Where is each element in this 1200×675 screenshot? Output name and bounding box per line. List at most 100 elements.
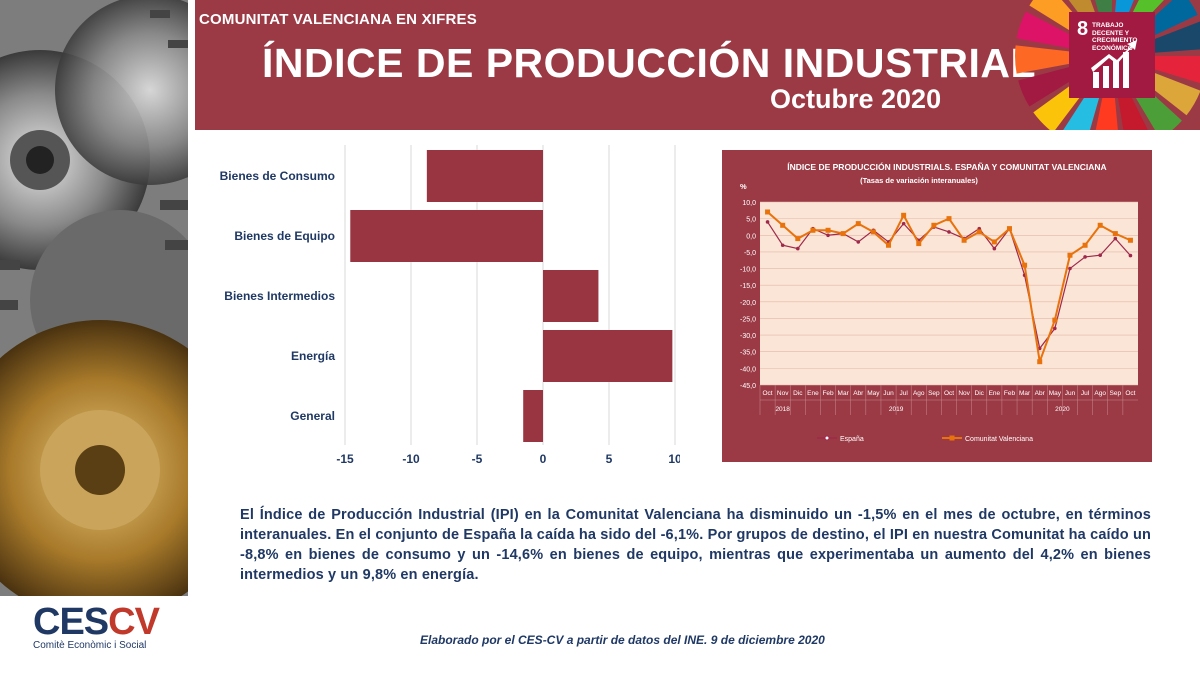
line-chart-title: ÍNDICE DE PRODUCCIÓN INDUSTRIALS. ESPAÑA… [787,161,1106,172]
growth-chart-icon [1091,40,1137,88]
line-chart-x-tick-label: May [867,390,880,397]
line-chart-point [1067,252,1073,258]
summary-text: El Índice de Producción Industrial (IPI)… [240,507,1151,583]
bar-chart-category-label: Bienes de Consumo [220,169,335,183]
line-chart-y-tick-label: 0,0 [746,233,756,240]
header-subtitle: COMUNITAT VALENCIANA EN XIFRES [199,11,477,28]
line-chart-point [1053,326,1057,331]
line-chart-x-tick-label: Jun [883,390,894,397]
line-chart-point [901,212,907,218]
bar-chart-category-label: Energía [291,349,335,363]
line-chart-legend-label: España [840,436,864,443]
sdg-wheel-segment [1148,21,1200,54]
line-chart-point [1082,242,1088,248]
line-chart-point [765,220,770,224]
line-chart-y-tick-label: -10,0 [740,267,756,274]
bar-chart-category-label: Bienes de Equipo [234,229,335,243]
line-chart-point [795,236,801,242]
line-chart-year-label: 2019 [889,406,904,413]
gears-image [0,0,188,596]
sdg-goal-8-badge [1069,12,1155,98]
bar-chart-x-tick-label: 0 [540,452,547,466]
page-title: ÍNDICE DE PRODUCCIÓN INDUSTRIAL [262,40,1037,86]
line-chart-y-tick-label: -40,0 [740,366,756,373]
line-chart-point [1112,231,1118,237]
line-chart-point [961,237,967,243]
line-chart-point [780,243,785,248]
line-chart-point [992,246,997,251]
line-chart-point [1113,236,1118,241]
line-chart-point [916,241,922,247]
line-chart-x-tick-label: Dic [975,390,985,397]
sdg-wheel-segment [1117,91,1148,130]
bar-chart-category-label: General [290,409,335,423]
line-chart-y-tick-label: -20,0 [740,300,756,307]
sdg-wheel-segment [1063,89,1101,130]
line-chart-year-label: 2018 [775,406,790,413]
line-chart-point [765,209,771,215]
line-chart-point [780,222,786,228]
line-chart-point [1022,262,1028,268]
line-chart-legend-marker [824,435,830,441]
line-chart-point [1006,226,1012,232]
line-chart-x-tick-label: Jun [1065,390,1076,397]
bar-chart-bar [543,330,673,382]
line-chart-legend-marker [949,435,955,441]
source-note: Elaborado por el CES-CV a partir de dato… [420,633,825,647]
line-chart-point [810,227,816,233]
sdg-wheel-segment [1018,66,1077,107]
bar-chart-x-tick-label: -5 [472,452,483,466]
bar-chart-bar [350,210,543,262]
bar-chart-x-tick-label: -10 [402,452,420,466]
line-chart-point [1068,266,1072,271]
line-chart-subtitle: (Tasas de variación interanuales) [860,176,978,185]
line-chart-point [870,229,876,235]
line-chart-x-tick-label: Dic [793,390,803,397]
line-chart-x-tick-label: Sep [928,390,940,397]
line-chart-x-tick-label: Mar [838,390,850,397]
line-chart: ÍNDICE DE PRODUCCIÓN INDUSTRIALS. ESPAÑA… [740,161,1138,443]
logo-cv: CV [108,601,160,643]
line-chart-point [1083,255,1087,259]
line-chart-point [1037,346,1042,351]
line-chart-point [947,230,951,234]
sdg-wheel-segment [1142,70,1200,116]
line-chart-point [825,227,831,233]
line-chart-y-tick-label: -5,0 [744,250,756,257]
line-chart-x-tick-label: Ene [807,390,819,397]
line-chart-x-tick-label: Nov [777,390,789,397]
bar-chart-x-tick-label: 5 [606,452,613,466]
line-chart-x-tick-label: Sep [1110,390,1122,397]
line-chart-x-tick-label: Oct [1125,390,1135,397]
line-chart-point [931,222,937,228]
line-chart-x-tick-label: Mar [1019,390,1031,397]
line-chart-x-tick-label: Abr [853,390,864,397]
line-chart-y-tick-label: 5,0 [746,217,756,224]
bar-chart-bar [543,270,599,322]
line-chart-y-tick-label: -25,0 [740,316,756,323]
bar-chart-bar [426,150,543,202]
line-chart-point [1128,253,1133,258]
line-chart-point [826,233,830,238]
line-chart-point [796,246,800,251]
line-chart-point [1052,317,1058,323]
line-chart-x-tick-label: Abr [1035,390,1046,397]
line-chart-x-tick-label: Feb [822,390,834,397]
line-chart-x-tick-label: Jul [899,390,908,397]
sdg-wheel-segment [1015,45,1072,74]
header-period: Octubre 2020 [770,84,942,114]
sdg-wheel-segment [1095,95,1118,130]
line-chart-x-tick-label: Oct [762,390,772,397]
line-chart-x-tick-label: Ene [989,390,1001,397]
line-chart-x-tick-label: Ago [913,390,925,397]
line-chart-point [856,240,861,244]
sdg-number: 8 [1077,18,1089,40]
line-chart-point [901,221,906,226]
line-chart-point [1097,222,1103,228]
line-chart-point [946,216,952,222]
line-chart-point [1127,237,1133,243]
bar-chart-x-tick-label: 10 [668,452,680,466]
line-chart-y-tick-label: 10,0 [742,200,756,207]
line-chart-x-tick-label: Ago [1094,390,1106,397]
sdg-wheel-segment [1016,11,1076,49]
